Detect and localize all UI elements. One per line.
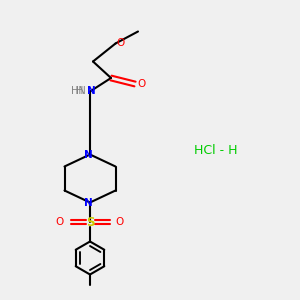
Text: HN: HN xyxy=(71,86,86,97)
Text: O: O xyxy=(116,217,124,227)
Text: O: O xyxy=(56,217,64,227)
Text: H: H xyxy=(76,86,83,97)
Text: N: N xyxy=(83,197,92,208)
Text: N: N xyxy=(83,149,92,160)
Text: S: S xyxy=(86,215,94,229)
Text: HCl - H: HCl - H xyxy=(194,143,238,157)
Text: O: O xyxy=(116,38,125,48)
Text: O: O xyxy=(137,79,145,89)
Text: N: N xyxy=(87,86,96,97)
